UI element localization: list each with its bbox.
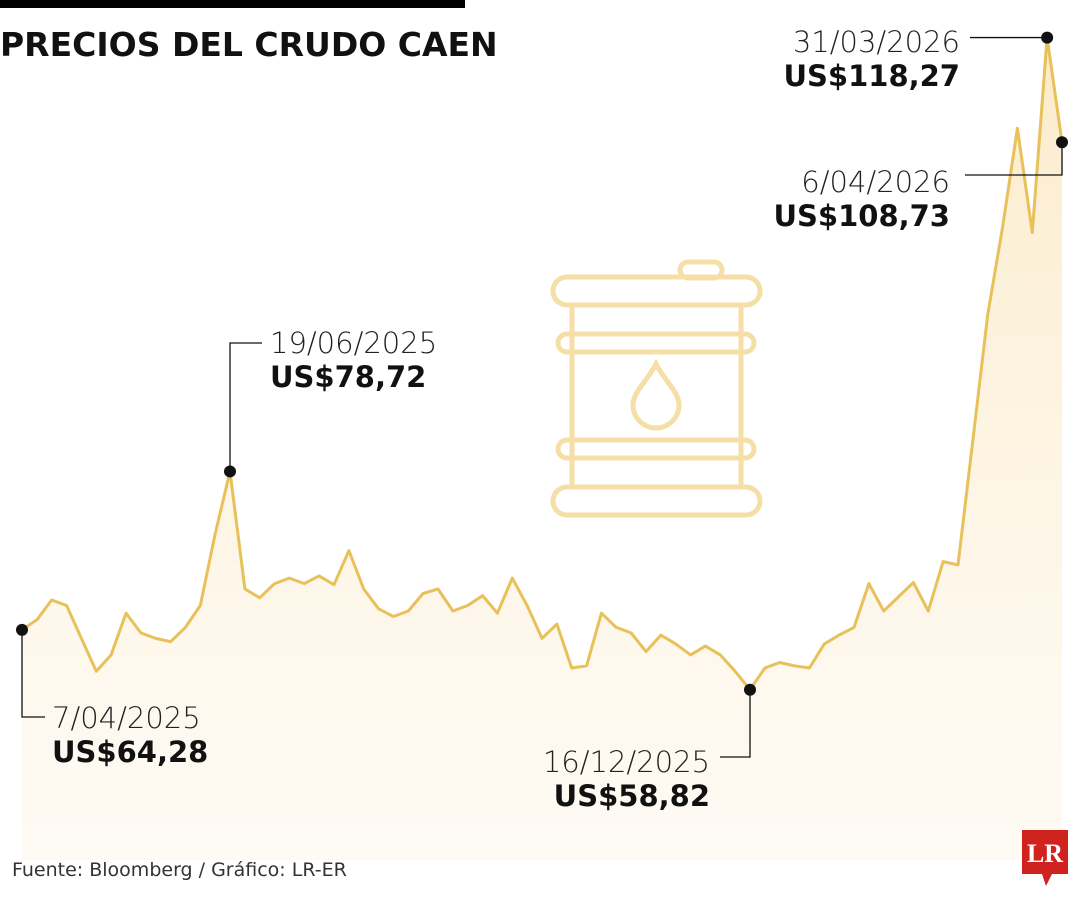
date-label: 31/03/2026 — [793, 25, 960, 59]
point-marker — [16, 623, 28, 636]
point-marker — [744, 683, 756, 696]
point-marker — [224, 465, 236, 478]
point-marker — [1041, 31, 1054, 44]
logo-text: LR — [1027, 839, 1063, 868]
value-label: US$118,27 — [783, 59, 960, 93]
value-label: US$64,28 — [52, 735, 208, 769]
logo: LR — [1022, 830, 1068, 886]
chart-title: PRECIOS DEL CRUDO CAEN — [0, 25, 498, 64]
leader-line — [21, 629, 45, 718]
value-label: US$78,72 — [270, 360, 426, 394]
title-bar — [0, 0, 465, 8]
date-label: 16/12/2025 — [543, 745, 710, 779]
source-note: Fuente: Bloomberg / Gráfico: LR-ER — [12, 859, 347, 881]
value-label: US$108,73 — [773, 199, 950, 233]
date-label: 7/04/2025 — [52, 701, 201, 735]
area — [22, 37, 1062, 861]
point-marker — [1056, 136, 1068, 149]
date-label: 19/06/2025 — [270, 326, 437, 360]
leader-line — [229, 342, 262, 472]
value-label: US$58,82 — [554, 779, 710, 813]
price-line — [21, 36, 1064, 692]
leader-line — [965, 142, 1063, 176]
date-label: 6/04/2026 — [801, 165, 950, 199]
leader-line — [720, 689, 751, 758]
barrel-icon — [550, 259, 763, 518]
